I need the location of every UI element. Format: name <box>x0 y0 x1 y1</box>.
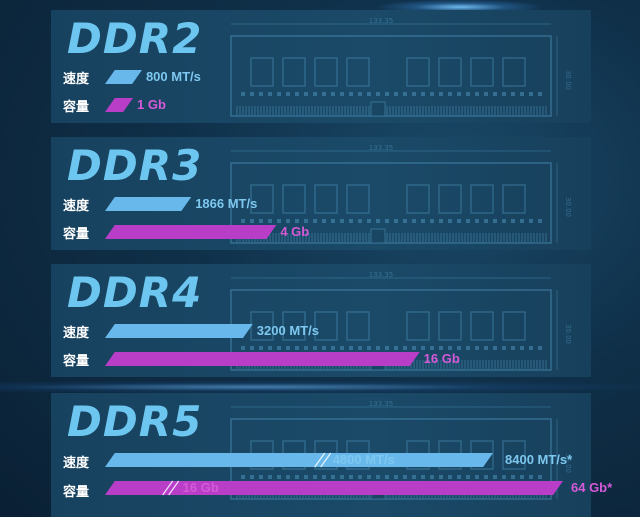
module-height-label: 30.00 <box>564 324 572 344</box>
module-width-label: 133.35 <box>369 401 394 408</box>
generation-title: DDR4 <box>67 268 203 317</box>
speed-bar <box>105 70 142 84</box>
capacity-value-label: 4 Gb <box>280 224 310 239</box>
capacity-label: 容量 <box>63 227 90 242</box>
speed-bar <box>105 453 493 467</box>
memory-module-drawing: 133.35 30.00 <box>230 18 572 117</box>
capacity-label: 容量 <box>63 485 90 500</box>
speed-label: 速度 <box>63 456 90 471</box>
capacity-value-label: 1 Gb <box>137 97 166 112</box>
generation-title: DDR5 <box>67 397 203 446</box>
horizontal-light-streak <box>0 381 640 393</box>
capacity-label: 容量 <box>63 100 90 115</box>
memory-module-drawing: 133.35 30.00 <box>230 272 572 371</box>
capacity-bar <box>105 225 277 239</box>
generation-title: DDR2 <box>67 14 203 63</box>
speed-value-label: 800 MT/s <box>145 69 201 84</box>
capacity-bar <box>105 98 133 112</box>
module-width-label: 133.35 <box>369 145 394 152</box>
module-height-label: 30.00 <box>564 453 572 473</box>
module-height-label: 30.00 <box>564 197 572 217</box>
speed-label: 速度 <box>63 199 90 214</box>
capacity-bar <box>105 481 563 495</box>
capacity-range-marker <box>162 480 180 496</box>
module-height-label: 30.00 <box>564 70 572 90</box>
speed-label: 速度 <box>63 72 90 87</box>
speed-range-marker <box>314 452 332 468</box>
capacity-bar <box>105 352 420 366</box>
capacity-value-label: 16 Gb <box>423 351 460 366</box>
module-width-label: 133.35 <box>369 18 394 25</box>
speed-bar <box>105 197 192 211</box>
generation-title: DDR3 <box>67 141 203 190</box>
module-width-label: 133.35 <box>369 272 394 279</box>
capacity-label: 容量 <box>63 354 90 369</box>
memory-module-drawing: 133.35 30.00 <box>230 145 572 244</box>
speed-value-label: 1866 MT/s <box>195 196 258 211</box>
speed-value-label: 8400 MT/s* <box>505 452 573 467</box>
speed-value-label: 3200 MT/s <box>256 323 319 338</box>
speed-start-label: 4800 MT/s <box>332 452 395 467</box>
speed-bar <box>105 324 253 338</box>
capacity-value-label: 64 Gb* <box>571 480 613 495</box>
capacity-start-label: 16 Gb <box>182 480 219 495</box>
ddr2-panel: 133.35 30.00 DDR2 速度 容量 <box>51 10 591 123</box>
speed-label: 速度 <box>63 326 90 341</box>
